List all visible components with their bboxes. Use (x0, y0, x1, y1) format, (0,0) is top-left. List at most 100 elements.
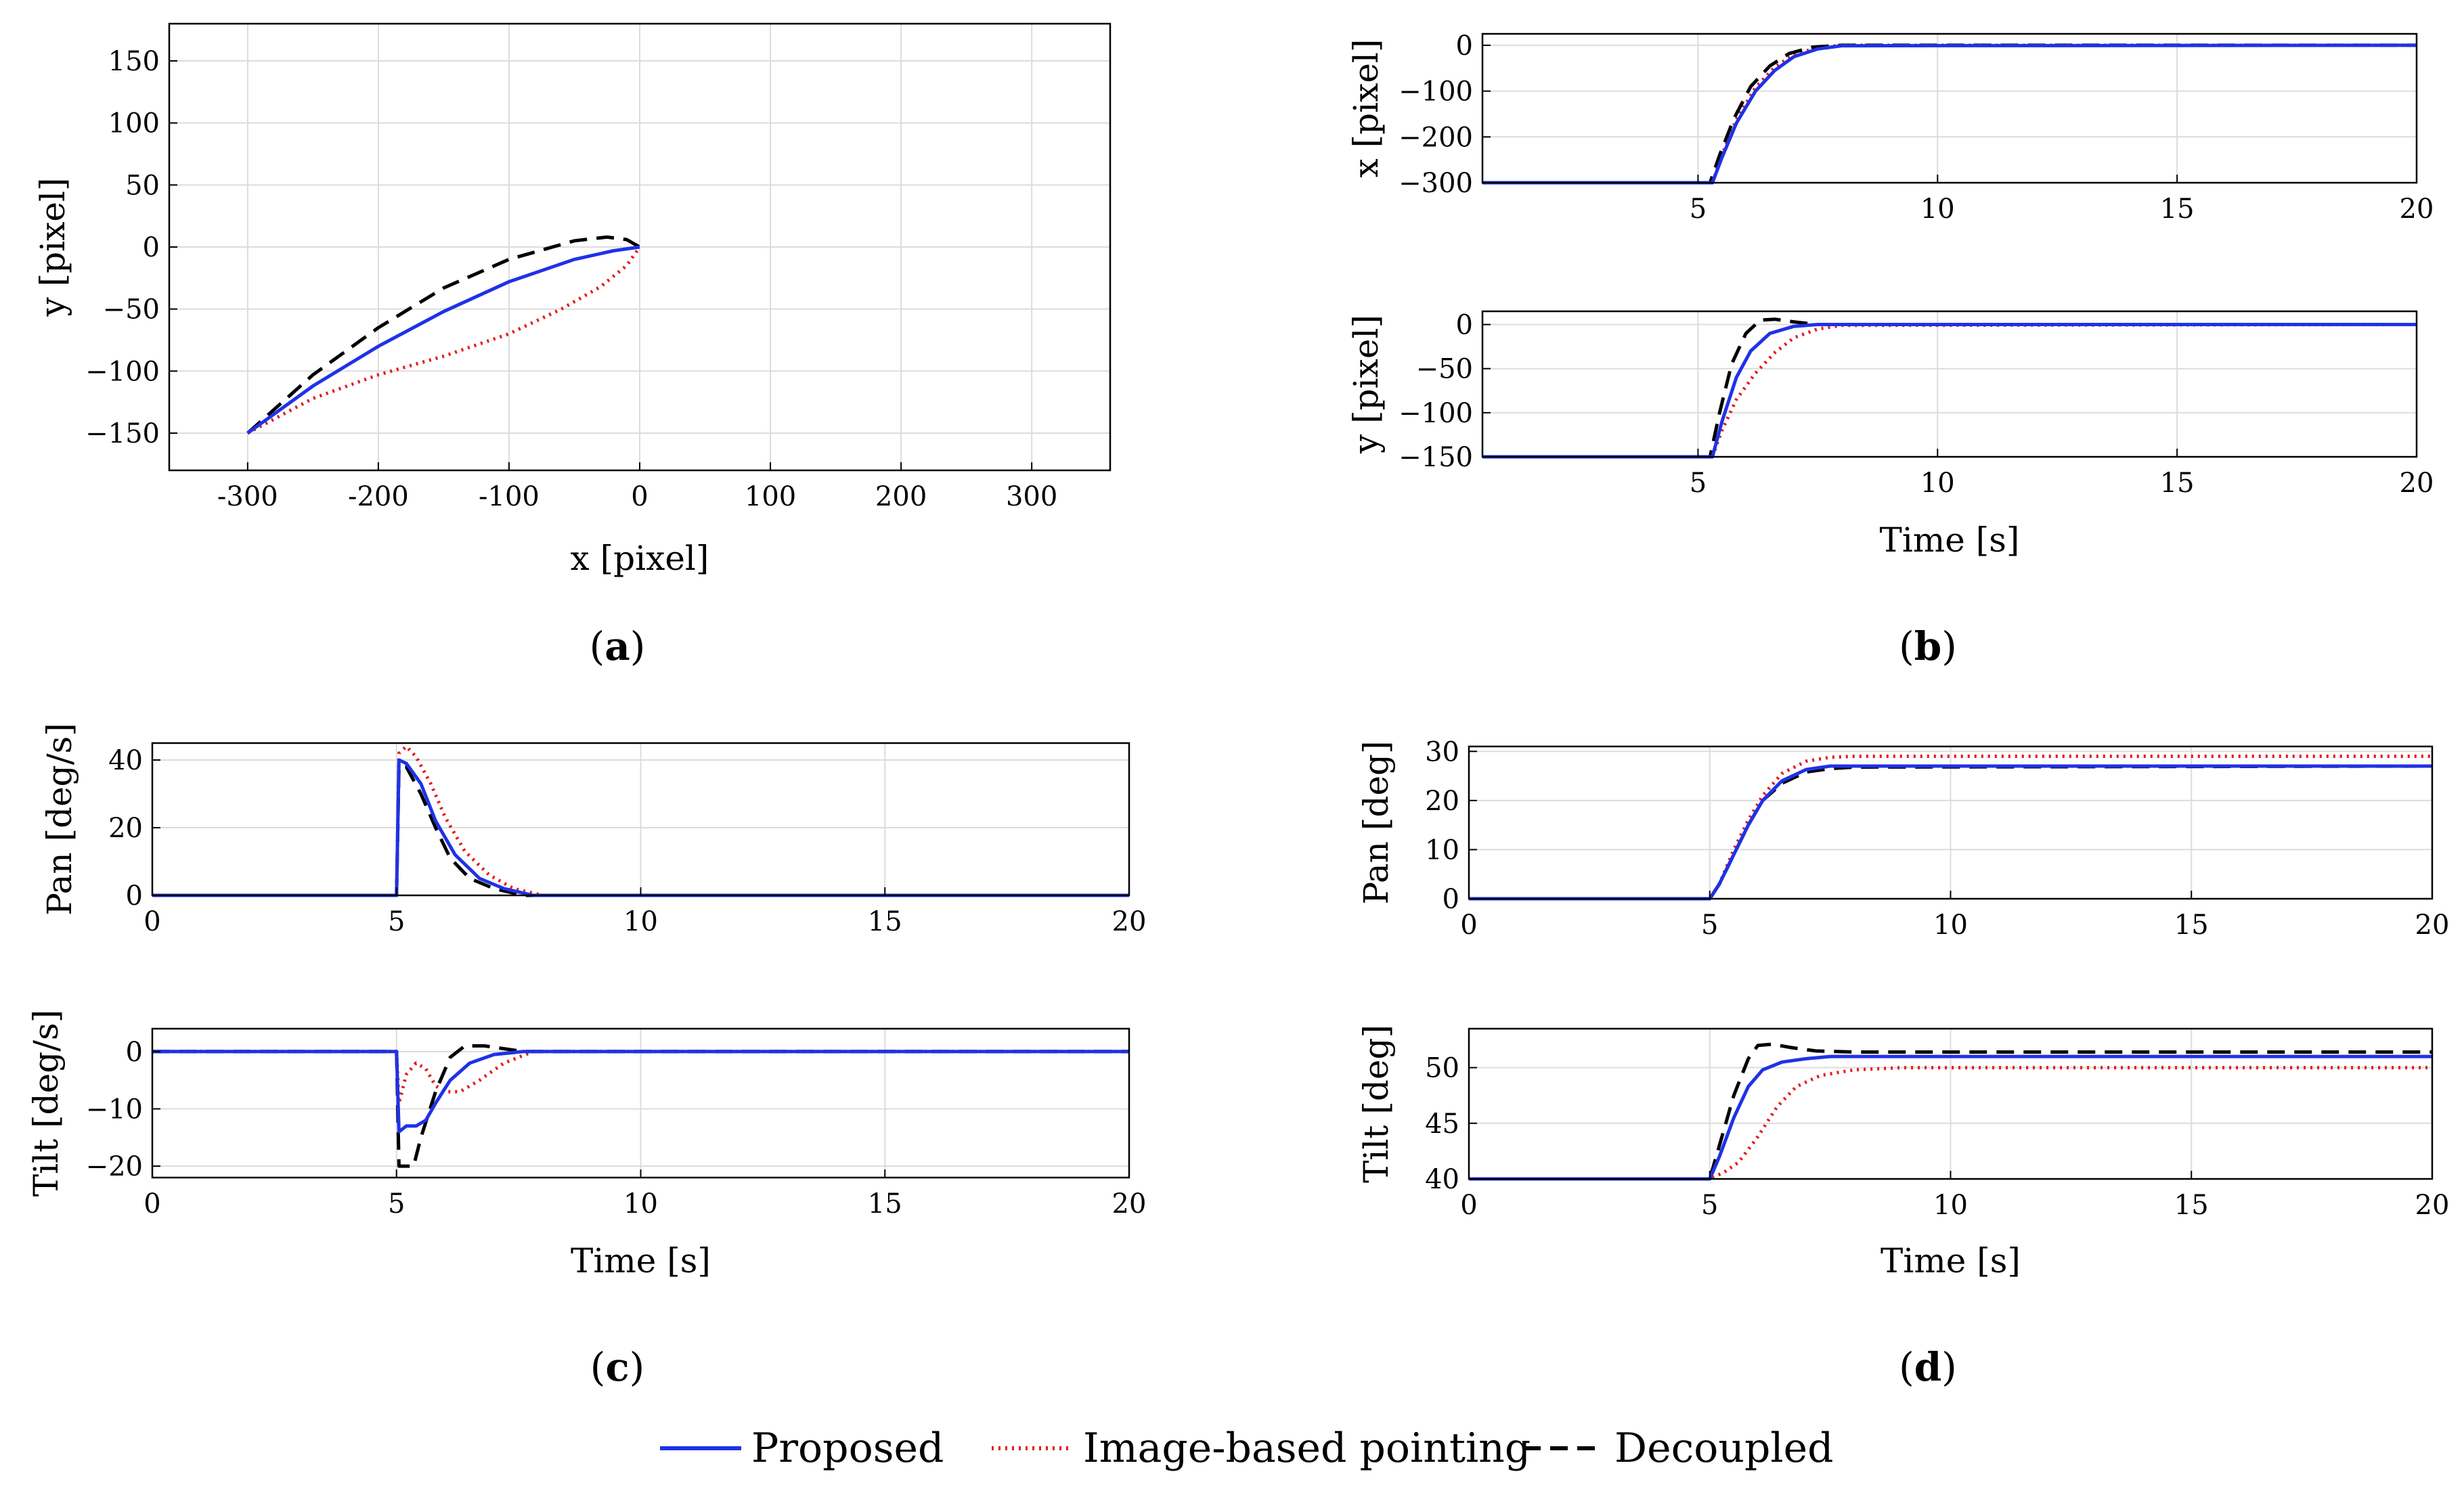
chart-c1: 0 5 10 15 20 0 20 40 Pan [deg/s] (40, 723, 1146, 937)
legend-label: Image-based pointing (1083, 1425, 1531, 1472)
series-line-proposed (246, 245, 640, 435)
y-tick-label: 0 (143, 232, 160, 263)
x-tick-label: 15 (868, 1188, 902, 1220)
y-tick-label: 150 (108, 46, 160, 77)
x-tick-label: 100 (745, 481, 796, 512)
x-tick-label: 20 (1112, 906, 1147, 937)
x-tick-label: 20 (1112, 1188, 1147, 1220)
chart-c2: 0 5 10 15 20 −20 −10 0 Tilt [deg/s] Time [s] (26, 1010, 1146, 1280)
x-tick-label: 5 (388, 906, 405, 937)
y-tick-label: −200 (1399, 122, 1473, 153)
chart-b1: 5 10 15 20 −300 −200 −100 0 x [pixel] (1346, 30, 2434, 225)
x-tick-label: 20 (2400, 194, 2434, 225)
y-tick-label: −100 (1399, 398, 1473, 429)
x-tick-label: -300 (217, 481, 278, 512)
y-tick-label: 0 (1443, 884, 1459, 915)
x-tick-label: 5 (1701, 910, 1718, 941)
x-tick-label: 15 (2160, 194, 2195, 225)
x-tick-label: 0 (144, 906, 160, 937)
series-line-proposed (152, 758, 1129, 897)
y-tick-label: −150 (1399, 442, 1473, 473)
x-tick-label: 15 (2174, 910, 2209, 941)
series-line-decoupled (152, 1044, 1129, 1168)
y-axis-label: Pan [deg] (1357, 741, 1396, 905)
x-tick-label: -100 (479, 481, 540, 512)
series-line-image-based-pointing (1469, 1066, 2432, 1181)
y-tick-label: −20 (86, 1151, 143, 1182)
plot-area (1482, 311, 2417, 457)
legend-item-image-based-pointing: Image-based pointing (992, 1425, 1531, 1472)
series-line-proposed (1482, 323, 2417, 459)
y-tick-label: −10 (86, 1094, 143, 1125)
series-line-proposed (1482, 43, 2417, 185)
y-axis-label: Pan [deg/s] (40, 723, 79, 915)
y-tick-label: 0 (126, 1037, 143, 1068)
x-tick-label: 10 (1933, 910, 1968, 941)
x-tick-label: 5 (388, 1188, 405, 1220)
x-axis-label: Time [s] (571, 1241, 711, 1280)
legend-label: Decoupled (1614, 1425, 1834, 1472)
x-tick-label: 300 (1006, 481, 1057, 512)
x-axis-label: Time [s] (1880, 1241, 2021, 1280)
series-line-proposed (152, 1050, 1129, 1134)
y-tick-label: −50 (1416, 354, 1473, 385)
axes-frame (1481, 32, 2418, 184)
series-line-proposed (1469, 1054, 2432, 1181)
x-tick-label: 10 (1920, 194, 1955, 225)
panel-label-a: (a) (590, 623, 646, 669)
legend-label: Proposed (751, 1425, 944, 1472)
x-tick-label: 10 (1933, 1190, 1968, 1221)
y-tick-label: 20 (108, 813, 143, 844)
series-line-proposed (1469, 764, 2432, 901)
panel-label-c: (c) (590, 1344, 645, 1390)
series-line-decoupled (1482, 317, 2417, 459)
x-tick-label: 5 (1690, 468, 1707, 499)
y-axis-label: y [pixel] (33, 178, 72, 317)
x-tick-label: 5 (1690, 194, 1707, 225)
x-tick-label: 0 (1460, 910, 1477, 941)
y-tick-label: 0 (126, 880, 143, 912)
y-tick-label: −300 (1399, 168, 1473, 199)
y-tick-label: −100 (1399, 76, 1473, 108)
series-line-image-based-pointing (152, 744, 1129, 897)
y-tick-label: −100 (85, 356, 160, 387)
y-axis-label: Tilt [deg/s] (26, 1010, 66, 1197)
y-tick-label: −50 (103, 294, 160, 326)
x-tick-label: 15 (2160, 468, 2195, 499)
series-line-decoupled (246, 235, 641, 434)
legend-item-proposed: Proposed (660, 1425, 944, 1472)
y-tick-label: 0 (1456, 30, 1473, 62)
y-axis-label: x [pixel] (1346, 39, 1386, 178)
legend-item-decoupled: Decoupled (1523, 1425, 1834, 1472)
y-tick-label: 50 (1425, 1053, 1459, 1084)
axes-frame (1481, 310, 2418, 458)
chart-b2: 5 10 15 20 −150 −100 −50 0 y [pixel] Time [s] (1346, 310, 2434, 560)
y-tick-label: 100 (108, 108, 160, 139)
x-tick-label: 200 (875, 481, 927, 512)
y-tick-label: 0 (1456, 310, 1473, 341)
x-tick-label: 0 (631, 481, 648, 512)
chart-d2: 0 5 10 15 20 40 45 50 Tilt [deg] Time [s] (1357, 1025, 2449, 1280)
y-tick-label: 20 (1425, 786, 1459, 817)
y-tick-label: 30 (1425, 736, 1459, 767)
legend: Proposed Image-based pointing Decoupled (660, 1425, 1834, 1472)
x-axis-label: x [pixel] (571, 539, 709, 578)
series-line-decoupled (1469, 1042, 2432, 1181)
x-tick-label: 20 (2415, 910, 2450, 941)
y-tick-label: −150 (85, 418, 160, 449)
x-tick-label: -200 (348, 481, 409, 512)
x-axis-label: Time [s] (1880, 520, 2020, 560)
y-tick-label: 10 (1425, 834, 1459, 866)
x-tick-label: 20 (2415, 1190, 2450, 1221)
panel-label-b: (b) (1899, 623, 1957, 669)
y-tick-label: 40 (1425, 1164, 1459, 1195)
y-axis-label: Tilt [deg] (1357, 1025, 1396, 1183)
y-tick-label: 40 (108, 745, 143, 776)
x-tick-label: 0 (1460, 1190, 1477, 1221)
x-tick-label: 5 (1701, 1190, 1718, 1221)
x-tick-label: 15 (868, 906, 902, 937)
chart-a: -300 -200 -100 0 100 200 300 −150 −100 −50 0 50 100 1… (33, 22, 1112, 578)
chart-d1: 0 5 10 15 20 0 10 20 30 Pan [deg] (1357, 736, 2449, 941)
y-tick-label: 50 (125, 170, 160, 201)
